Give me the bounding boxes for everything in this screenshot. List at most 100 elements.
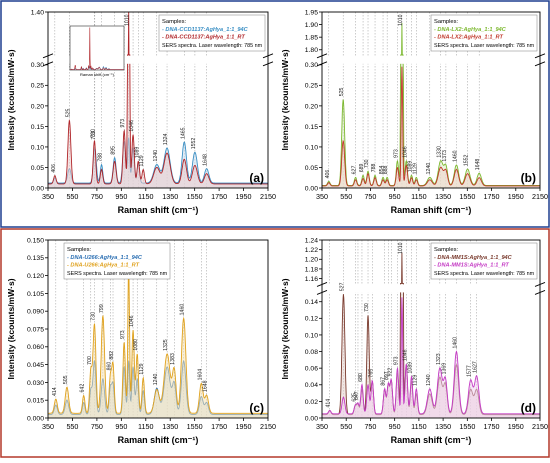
legend-box — [430, 242, 538, 280]
peak-label: 1577 — [467, 365, 473, 377]
y-tick-label: 1.24 — [305, 237, 318, 244]
x-tick-label: 350 — [42, 192, 54, 201]
y-tick-label: 1.40 — [31, 9, 44, 16]
peak-label: 730 — [364, 303, 370, 312]
peak-label: 854 — [379, 166, 385, 175]
legend-entry: - DNA-CCD1137:AgHya_1:1_94C — [162, 27, 249, 33]
y-tick-label: 0.06 — [305, 366, 318, 373]
x-tick-label: 950 — [389, 192, 401, 201]
axis-break-gap — [47, 55, 269, 64]
peak-label: 1648 — [203, 154, 209, 166]
legend-box — [158, 14, 266, 52]
peak-label: 888 — [383, 166, 389, 175]
peak-label: 525 — [65, 108, 71, 117]
peak-label: 730 — [90, 129, 96, 138]
legend-title: Samples: — [434, 247, 459, 253]
x-tick-label: 1950 — [236, 422, 252, 431]
peak-label: 1460 — [180, 304, 186, 316]
peak-label: 406 — [51, 164, 57, 173]
x-tick-label: 950 — [389, 422, 401, 431]
peak-label: 973 — [393, 149, 399, 158]
y-tick-label: 0.20 — [31, 103, 44, 110]
series-line-2 — [48, 11, 268, 185]
peak-label: 414 — [326, 399, 332, 408]
y-tick-label: 0.00 — [305, 185, 318, 192]
legend-entry: - DNA-LX2:AgHya_1:1_94C — [434, 27, 507, 33]
legend-title: Samples: — [67, 247, 92, 253]
peak-label: 627 — [352, 166, 358, 175]
peak-label: 1240 — [426, 374, 432, 386]
peak-label: 1129 — [412, 163, 418, 174]
x-tick-label: 750 — [364, 422, 376, 431]
x-tick-label: 1150 — [411, 422, 426, 431]
peak-label: 1604 — [197, 369, 203, 381]
peak-label: 867 — [381, 377, 387, 386]
y-tick-label: 0.20 — [305, 103, 318, 110]
peak-label: 1240 — [426, 163, 432, 175]
legend-entry: - DNA-LX2:AgHya_1:1_RT — [434, 35, 503, 41]
x-tick-label: 1350 — [435, 192, 451, 201]
series-line-2 — [322, 297, 540, 415]
y-tick-label: 0.02 — [305, 399, 318, 406]
peak-label: 625 — [351, 393, 357, 402]
x-tick-label: 1750 — [211, 422, 227, 431]
x-tick-label: 550 — [66, 192, 78, 201]
series-line-1 — [48, 137, 268, 184]
y-tick-label: 0.30 — [31, 62, 44, 69]
peak-label: 1324 — [163, 133, 169, 145]
peak-label: 1383 — [170, 353, 176, 365]
peak-label: 1460 — [452, 337, 458, 349]
y-tick-label: 1.80 — [305, 47, 318, 54]
peak-label: 922 — [387, 368, 393, 377]
x-axis-label: Raman shift (cm⁻¹) — [118, 205, 199, 215]
peak-label: 1552 — [191, 138, 197, 150]
peak-label: 973 — [120, 119, 126, 128]
x-tick-label: 950 — [115, 192, 127, 201]
peak-label: 1046 — [129, 120, 135, 132]
y-axis-label: Intensity (kcounts/mW·s) — [280, 278, 290, 379]
peak-label: 730 — [90, 312, 96, 321]
x-tick-label: 2150 — [260, 422, 276, 431]
inset-plot: Raman shift (cm⁻¹) — [69, 25, 125, 77]
peak-label: 1240 — [153, 150, 159, 162]
peak-label: 527 — [339, 282, 345, 291]
x-tick-label: 1750 — [484, 422, 500, 431]
peak-label: 799 — [99, 304, 105, 313]
peak-label: 1323 — [436, 353, 442, 365]
y-tick-label: 1.20 — [305, 257, 318, 264]
peak-label: 525 — [339, 88, 345, 97]
peak-label: 1330 — [437, 146, 443, 158]
y-tick-label: 0.14 — [305, 299, 318, 306]
series-fill-2 — [48, 264, 268, 418]
peak-label: 860 — [106, 362, 112, 371]
peak-label: 1240 — [153, 374, 159, 386]
legend-note: SERS spectra. Laser wavelength: 785 nm — [162, 43, 263, 49]
series-fill-2 — [322, 66, 540, 188]
x-tick-label: 550 — [340, 422, 352, 431]
inset-series-line — [70, 27, 124, 70]
peak-label: 1373 — [442, 150, 448, 162]
panel-label: (c) — [249, 401, 264, 415]
x-tick-label: 1950 — [508, 422, 524, 431]
y-tick-label: 0.00 — [305, 415, 318, 422]
x-tick-label: 2150 — [532, 192, 548, 201]
x-tick-label: 350 — [316, 422, 328, 431]
peak-label: 788 — [98, 153, 104, 162]
x-tick-label: 550 — [66, 422, 78, 431]
x-tick-label: 950 — [115, 422, 127, 431]
legend-note: SERS spectra. Laser wavelength: 785 nm — [434, 43, 535, 49]
x-tick-label: 750 — [91, 192, 103, 201]
y-tick-label: 0.000 — [27, 415, 44, 422]
peak-label: 1089 — [134, 147, 140, 159]
inset-x-label: Raman shift (cm⁻¹) — [80, 72, 115, 77]
peak-label: 897 — [384, 371, 390, 380]
peak-label: 1460 — [452, 150, 458, 162]
legend-entry: - DNA-U266:AgHya_1:1_94C — [67, 255, 143, 261]
y-tick-label: 0.00 — [31, 185, 44, 192]
peak-label: 642 — [80, 384, 86, 393]
peak-label: 1089 — [408, 161, 414, 173]
peak-label: 1046 — [402, 146, 408, 158]
legend-box — [430, 14, 538, 52]
